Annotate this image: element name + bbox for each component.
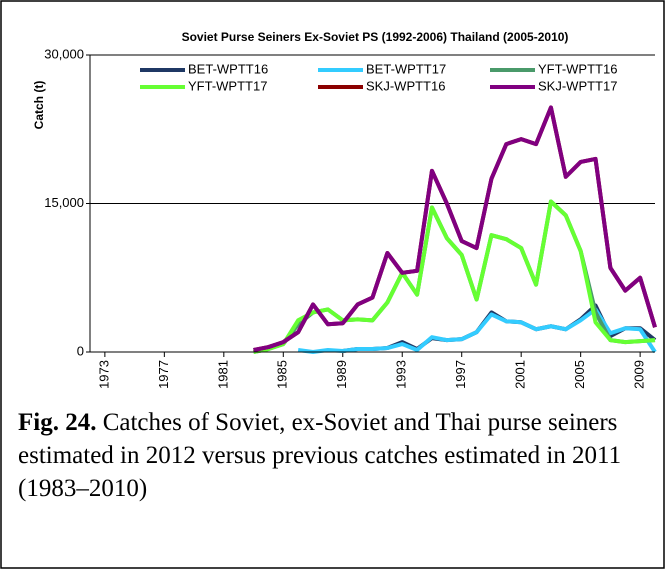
x-tick-label: 1989 [334, 360, 349, 389]
y-tick-label: 30,000 [44, 46, 84, 61]
x-tick-label: 2001 [513, 360, 528, 389]
series-line [253, 105, 657, 352]
y-tick-label: 0 [77, 343, 84, 358]
y-tick-label: 15,000 [44, 195, 84, 210]
legend-label: BET-WPTT16 [188, 61, 268, 76]
series-line [253, 199, 656, 354]
chart-title: Soviet Purse Seiners Ex-Soviet PS (1992-… [182, 30, 569, 44]
legend-label: SKJ-WPTT17 [538, 78, 617, 93]
x-tick-label: 1993 [394, 360, 409, 389]
x-tick-label: 1977 [156, 360, 171, 389]
caption-label: Fig. 24. [18, 409, 97, 436]
caption-text: Catches of Soviet, ex-Soviet and Thai pu… [18, 409, 622, 502]
x-tick-label: 1981 [215, 360, 230, 389]
x-tick-label: 2005 [572, 360, 587, 389]
legend-label: SKJ-WPTT16 [366, 78, 445, 93]
y-axis-label: Catch (t) [32, 81, 46, 130]
x-tick-label: 1985 [275, 360, 290, 389]
x-tick-label: 2009 [632, 360, 647, 389]
legend-label: YFT-WPTT17 [188, 78, 267, 93]
caption: Fig. 24. Catches of Soviet, ex-Soviet an… [18, 406, 643, 505]
legend-label: YFT-WPTT16 [538, 61, 617, 76]
legend-label: BET-WPTT17 [366, 61, 446, 76]
x-tick-label: 1997 [453, 360, 468, 389]
x-tick-label: 1973 [96, 360, 111, 389]
